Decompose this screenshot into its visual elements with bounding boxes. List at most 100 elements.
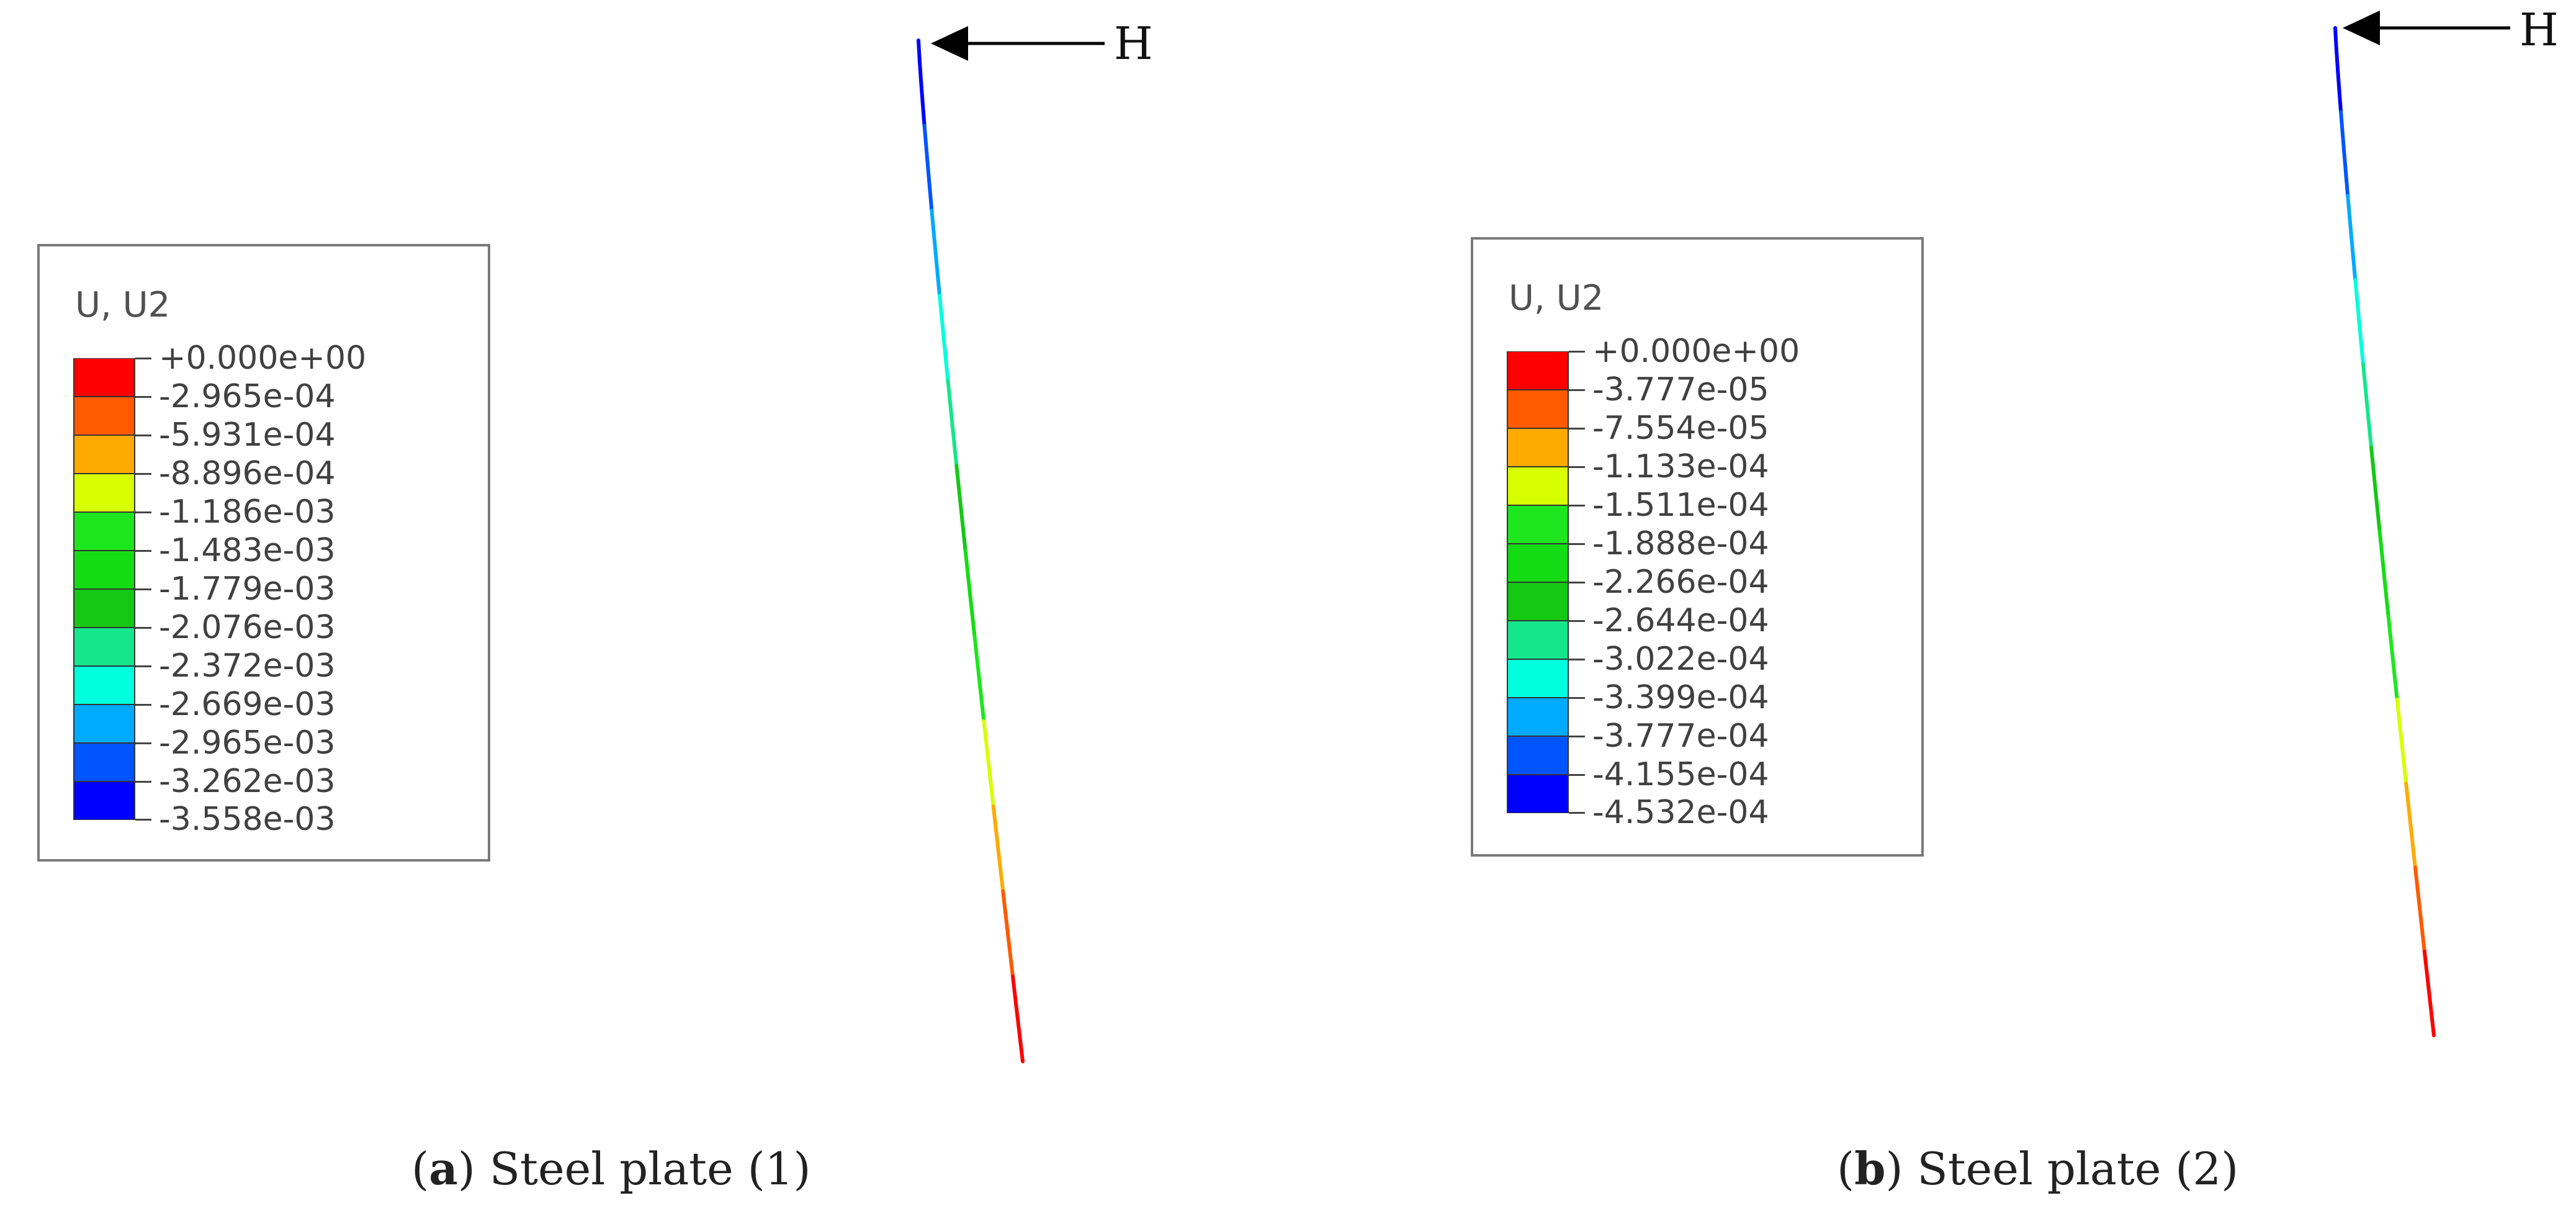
plate-segment — [940, 315, 946, 340]
plate-segment — [999, 868, 1005, 893]
plate-segment — [975, 655, 981, 681]
legend-label: -1.888e-04 — [1592, 525, 1769, 562]
plate-segment — [2386, 613, 2393, 639]
plate-segment — [1001, 889, 1008, 915]
legend-tick — [1569, 466, 1585, 468]
plate-segment — [917, 60, 923, 85]
legend-swatch — [1507, 467, 1569, 505]
legend-swatch — [73, 743, 135, 781]
plate-segment — [2359, 341, 2365, 366]
legend-label: -3.777e-05 — [1592, 371, 1769, 408]
plate-segment — [987, 762, 993, 787]
plate-segment — [2420, 928, 2426, 953]
plate-segment — [2342, 151, 2348, 177]
plate-segment — [938, 294, 944, 319]
legend-label: -5.931e-04 — [159, 417, 336, 454]
plate-segment — [941, 336, 948, 362]
legend-title: U, U2 — [75, 285, 171, 325]
legend-swatch — [1507, 351, 1569, 390]
caption-letter: a — [429, 1142, 458, 1195]
legend-swatch — [1507, 582, 1569, 621]
plate-segment — [972, 634, 979, 659]
plate-segment — [959, 506, 966, 532]
legend-label: -1.779e-03 — [159, 570, 336, 608]
plate-segment — [2355, 299, 2361, 324]
legend-label: -3.777e-04 — [1592, 718, 1769, 755]
plate-segment — [989, 783, 995, 808]
legend-tick — [1569, 389, 1585, 391]
panel-caption: (a) Steel plate (1) — [411, 1142, 811, 1195]
plate-segment — [1015, 1017, 1022, 1042]
legend-tick — [1569, 697, 1585, 699]
plate-segment — [920, 102, 927, 128]
plate-segment — [2348, 215, 2354, 240]
legend-label: -2.669e-03 — [159, 686, 336, 723]
legend-tick — [1569, 351, 1585, 353]
legend-swatch — [1507, 736, 1569, 775]
plate-segment — [917, 38, 922, 64]
plate-segment — [2346, 194, 2352, 219]
plate-segment — [926, 166, 932, 191]
plate-segment — [2351, 256, 2358, 282]
legend-label: -3.022e-04 — [1592, 641, 1769, 678]
plate-segment — [2357, 320, 2363, 345]
plate-segment — [984, 740, 991, 766]
legend-tick — [1569, 428, 1585, 430]
legend-label: +0.000e+00 — [1592, 333, 1800, 370]
plate-segment — [919, 81, 925, 106]
plate-segment — [1006, 932, 1013, 957]
legend-label: -3.399e-04 — [1592, 679, 1769, 716]
legend-swatch — [73, 512, 135, 551]
plate-segment — [1008, 953, 1015, 978]
legend-label: -8.896e-04 — [159, 455, 336, 492]
plate-segment — [935, 272, 942, 298]
panel-a: U, U2 +0.000e+00 -2.965e-04 -5.931e-04 -8.8… — [37, 17, 1153, 1195]
legend-swatch — [73, 781, 135, 820]
legend-tick — [1569, 543, 1585, 545]
plate-segment — [950, 421, 956, 447]
plate-segment — [2333, 26, 2338, 51]
plate-segment — [952, 443, 959, 468]
plate-segment — [2365, 403, 2371, 429]
caption-open: ( — [411, 1143, 429, 1195]
plate-segment — [2393, 677, 2399, 701]
legend-swatch — [1507, 621, 1569, 659]
plate-segment — [2422, 949, 2429, 975]
legend-tick — [1569, 620, 1585, 622]
plate-segment — [970, 613, 977, 638]
plate-segment — [2411, 844, 2417, 870]
plate-segment — [2406, 803, 2413, 827]
legend-swatch — [1507, 390, 1569, 428]
legend-tick — [1569, 505, 1585, 507]
plate-segment — [2408, 823, 2415, 849]
plate-segment — [2413, 865, 2420, 891]
deformed-plate-figure — [917, 26, 1105, 1063]
plate-segment — [2369, 446, 2376, 471]
plate-segment — [948, 400, 954, 425]
legend-tick — [135, 550, 151, 552]
plate-segment — [2363, 382, 2369, 408]
legend-label: -1.483e-03 — [159, 532, 336, 569]
legend-label: -1.511e-04 — [1592, 487, 1769, 524]
panel-caption: (b) Steel plate (2) — [1837, 1142, 2238, 1195]
legend-label: -2.644e-04 — [1592, 602, 1769, 639]
contour-legend: U, U2 +0.000e+00 -2.965e-04 -5.931e-04 -8.8… — [37, 244, 490, 862]
plate-segment — [933, 251, 940, 276]
plate-segment — [963, 549, 970, 574]
legend-label: -1.133e-04 — [1592, 448, 1769, 485]
legend-tick — [135, 358, 151, 359]
legend-tick — [135, 665, 151, 667]
deformed-plate-figure — [2333, 11, 2510, 1037]
legend-swatch — [73, 358, 135, 397]
plate-segment — [2376, 508, 2382, 534]
legend-tick — [1569, 774, 1585, 776]
legend-label: -3.558e-03 — [159, 801, 336, 838]
legend-label: -4.155e-04 — [1592, 756, 1769, 793]
legend-swatch — [73, 474, 135, 512]
legend-swatch — [73, 666, 135, 705]
legend-tick — [135, 627, 151, 629]
plate-segment — [946, 379, 952, 404]
plate-segment — [2427, 991, 2434, 1017]
legend-swatch — [73, 551, 135, 589]
caption-text: ) Steel plate (2) — [1885, 1143, 2239, 1195]
